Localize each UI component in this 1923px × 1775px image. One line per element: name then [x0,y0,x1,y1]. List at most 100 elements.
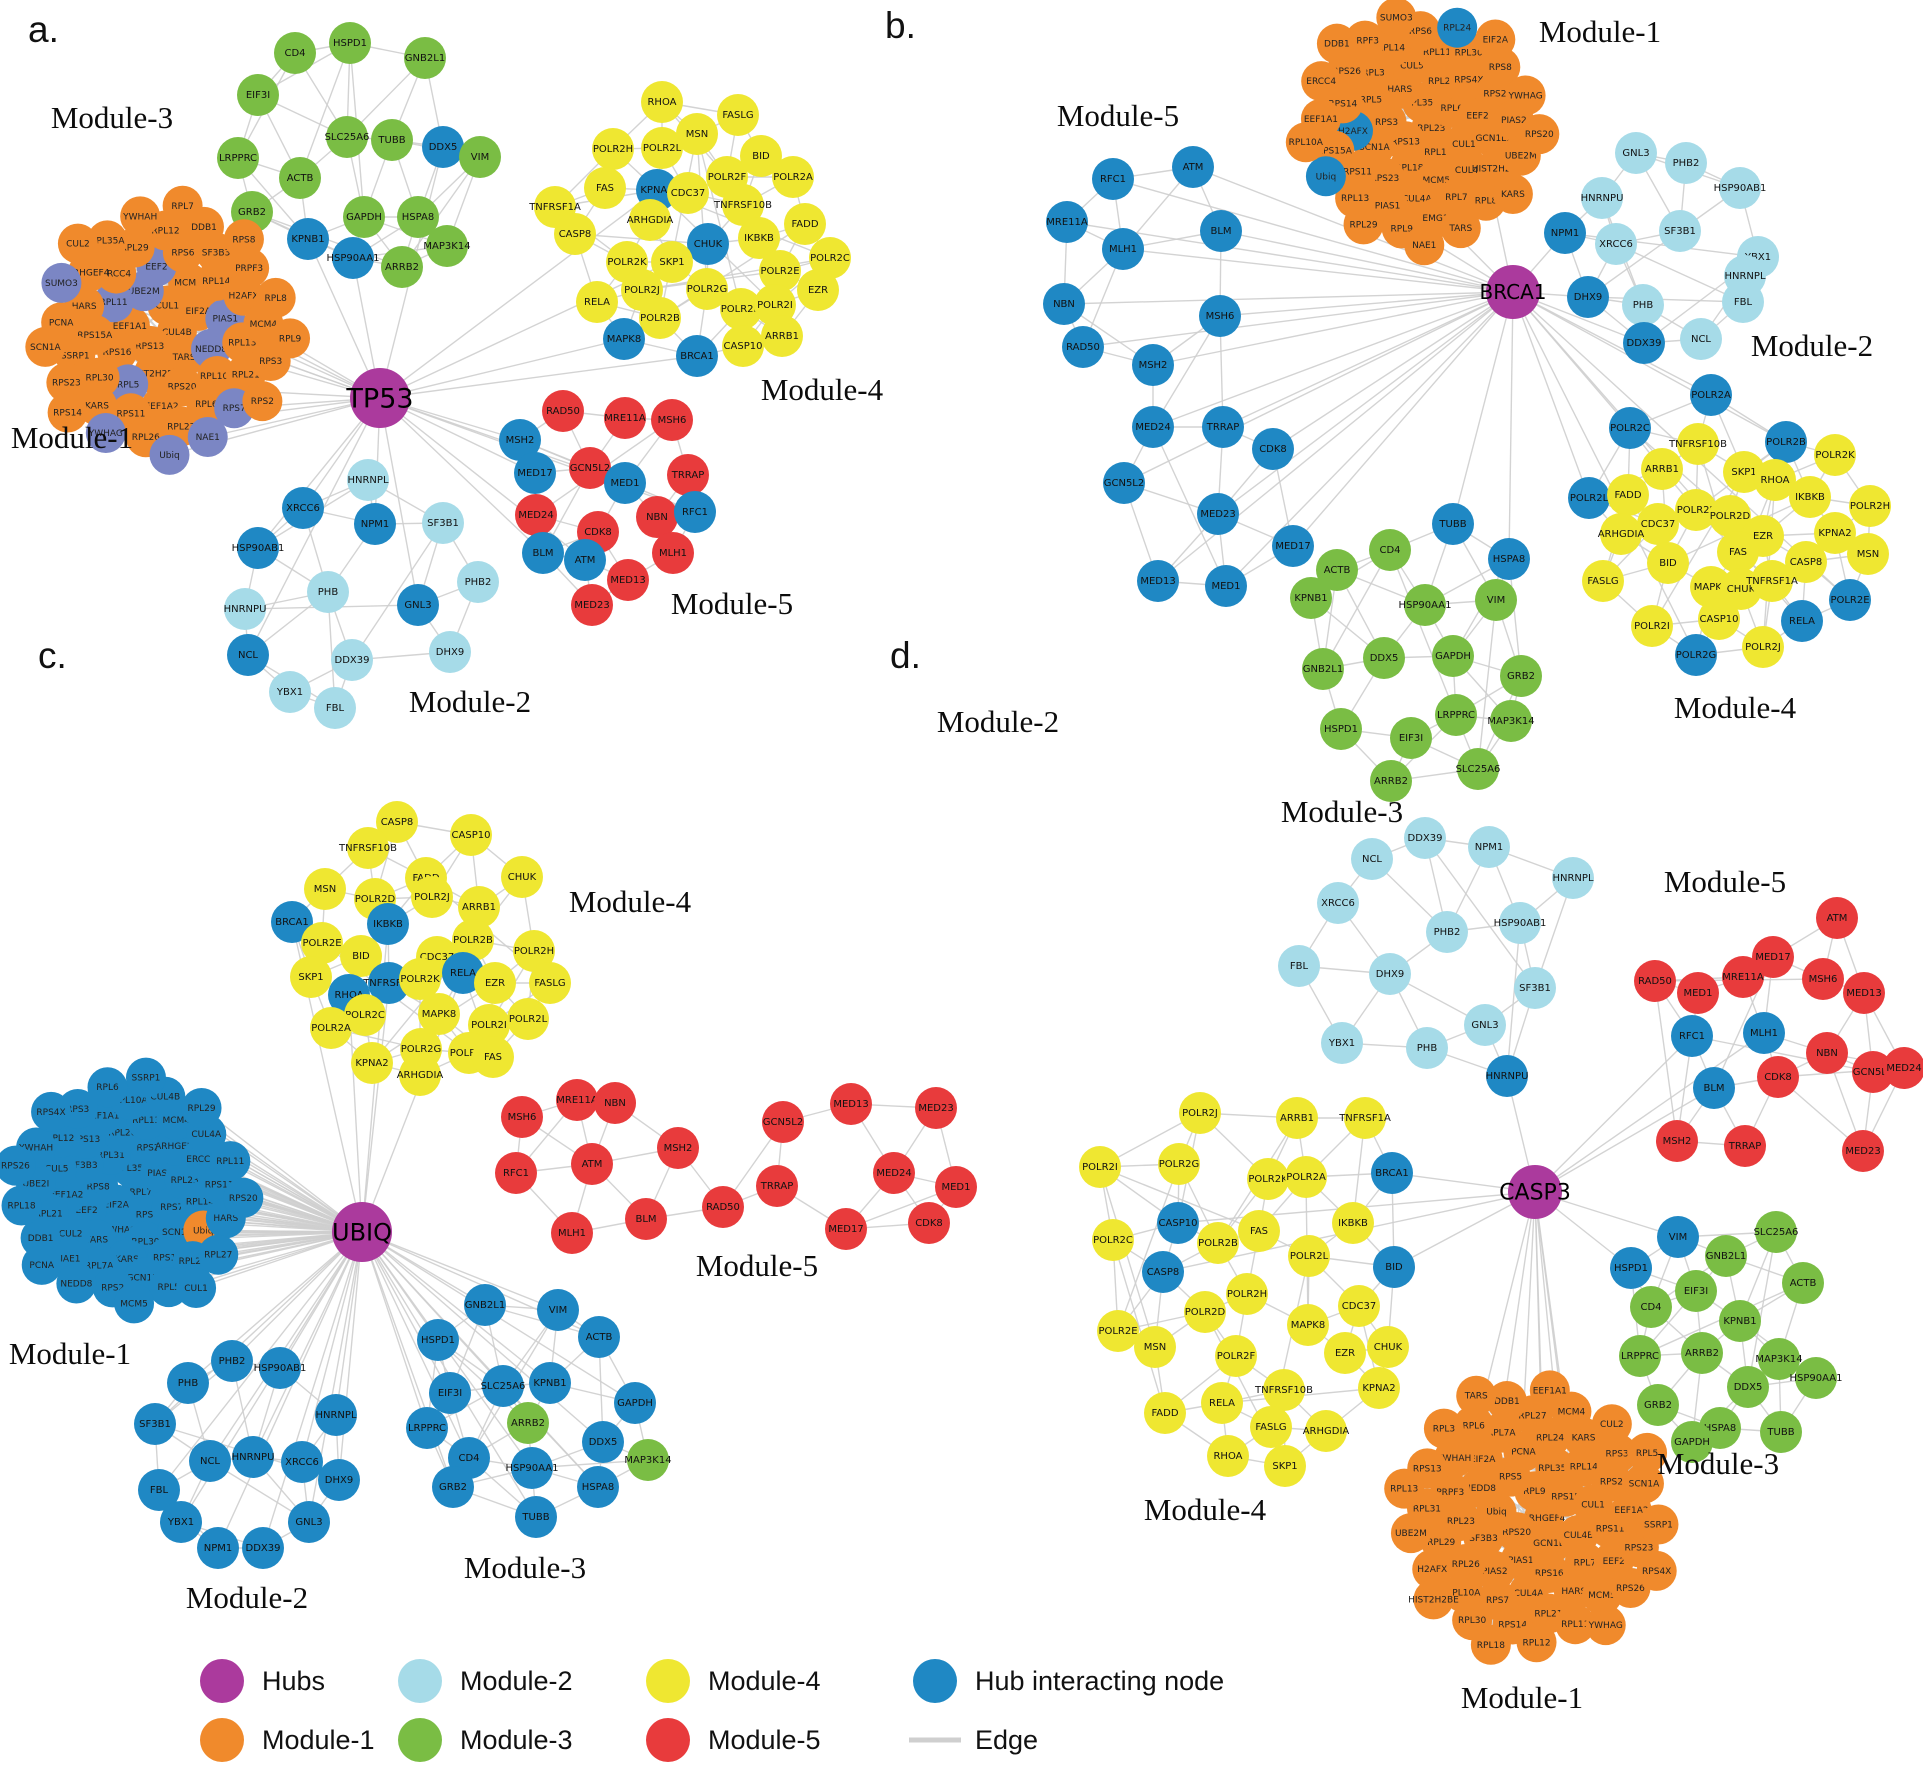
node-circle [418,993,460,1035]
node-ACTB: ACTB [578,1316,620,1358]
node-label: RPL13 [1390,1485,1418,1495]
node-POLR2B: POLR2B [639,297,681,339]
node-circle [1581,177,1623,219]
node-SUMO3: SUMO3 [1376,0,1417,38]
module-label: Module-5 [671,586,793,621]
node-circle [1432,635,1474,677]
node-DHX9: DHX9 [1567,276,1609,318]
legend-swatch-module-5 [646,1718,690,1762]
node-POLR2A: POLR2A [772,156,814,198]
node-circle [915,1087,957,1129]
module-label: Module-4 [569,884,692,919]
node-RHOA: RHOA [1207,1435,1249,1477]
node-circle [198,1234,239,1275]
node-label: SF3B3 [1469,1534,1498,1544]
node-CHUK: CHUK [1367,1326,1409,1368]
node-circle [1426,911,1468,953]
node-circle [641,127,683,169]
node-HSPA8: HSPA8 [1488,538,1530,580]
node-YWHAG: YWHAG [1505,75,1546,116]
node-label: EEF1A2 [144,402,178,412]
node-label: RPL10A [113,1096,148,1106]
node-circle [227,634,269,676]
node-KPNA2: KPNA2 [351,1042,393,1084]
edge [696,133,708,290]
node-circle [0,1145,36,1186]
module-label: Module-3 [1281,794,1403,829]
node-HNRNPU: HNRNPU [224,588,266,630]
edge [1222,291,1514,428]
node-label: RPS26 [1616,1584,1645,1594]
node-RPS23: RPS23 [46,362,87,403]
node-circle [522,532,564,574]
node-HSP90AA1: HSP90AA1 [506,1447,558,1489]
node-circle [1656,1120,1698,1162]
node-MLH1: MLH1 [652,532,694,574]
node-label: PIAS1 [147,1169,173,1179]
node-circle [1264,1445,1306,1487]
node-label: HARS [1387,85,1412,95]
node-YWHAG: YWHAG [1585,1605,1626,1646]
node-label: UBE2I [22,1179,49,1189]
node-label: RPL7 [130,1188,152,1198]
node-EZR: EZR [1324,1332,1366,1374]
node-circle [1781,600,1823,642]
node-circle [1690,374,1732,416]
node-circle [1516,1622,1557,1663]
node-circle [1535,1448,1576,1489]
node-label: CUL1 [1452,140,1476,150]
node-label: RPS4X [1642,1567,1671,1577]
edge [348,994,363,1233]
node-circle [1751,560,1793,602]
node-HNRNPU: HNRNPU [232,1436,274,1478]
node-GAPDH: GAPDH [614,1382,656,1424]
node-circle [1623,1463,1664,1504]
node-circle [1305,156,1346,197]
node-circle [376,801,418,843]
node-circle [1675,1270,1717,1312]
node-RPL9: RPL9 [270,318,311,359]
node-circle [529,962,571,1004]
node-circle [197,1527,239,1569]
module-label: Module-3 [464,1550,586,1585]
node-circle [1432,503,1474,545]
module-label: Module-5 [1057,98,1179,133]
node-circle [1760,1411,1802,1453]
node-circle [422,502,464,544]
node-GAPDH: GAPDH [343,196,385,238]
node-circle [1370,760,1412,802]
node-POLR2J: POLR2J [1742,626,1784,668]
node-circle [1488,538,1530,580]
node-circle [627,1439,669,1481]
node-circle [1709,495,1751,537]
node-EIF2A: EIF2A [1475,19,1516,60]
edge [262,1231,363,1549]
node-circle [702,1186,744,1228]
edge [1152,315,1221,428]
node-HSPD1: HSPD1 [417,1319,459,1361]
node-label: EEF2 [75,1206,97,1216]
node-label: RPL12 [1424,148,1452,158]
node-circle [422,126,464,168]
node-BLM: BLM [1693,1067,1735,1109]
node-RPS26: RPS26 [0,1145,36,1186]
node-RPS20: RPS20 [1519,114,1560,155]
node-MED23: MED23 [915,1087,957,1129]
node-label: Ubiq [193,1226,214,1236]
node-POLR2E: POLR2E [1829,579,1871,621]
node-circle [1305,1410,1347,1452]
node-POLR2G: POLR2G [1158,1143,1200,1185]
node-label: RPL21 [232,370,260,380]
node-label: RPS13 [71,1135,100,1145]
node-circle [1647,542,1689,584]
legend-swatch-module-3 [398,1718,442,1762]
node-FAS: FAS [1717,531,1759,573]
node-label: PRPF3 [1351,37,1379,47]
node-circle [255,277,296,318]
node-circle [41,262,82,303]
node-label: RPS23 [136,1143,165,1153]
node-label: SSRP1 [1644,1520,1673,1530]
node-circle [242,381,283,422]
node-circle [347,827,389,869]
node-PHB: PHB [1622,284,1664,326]
